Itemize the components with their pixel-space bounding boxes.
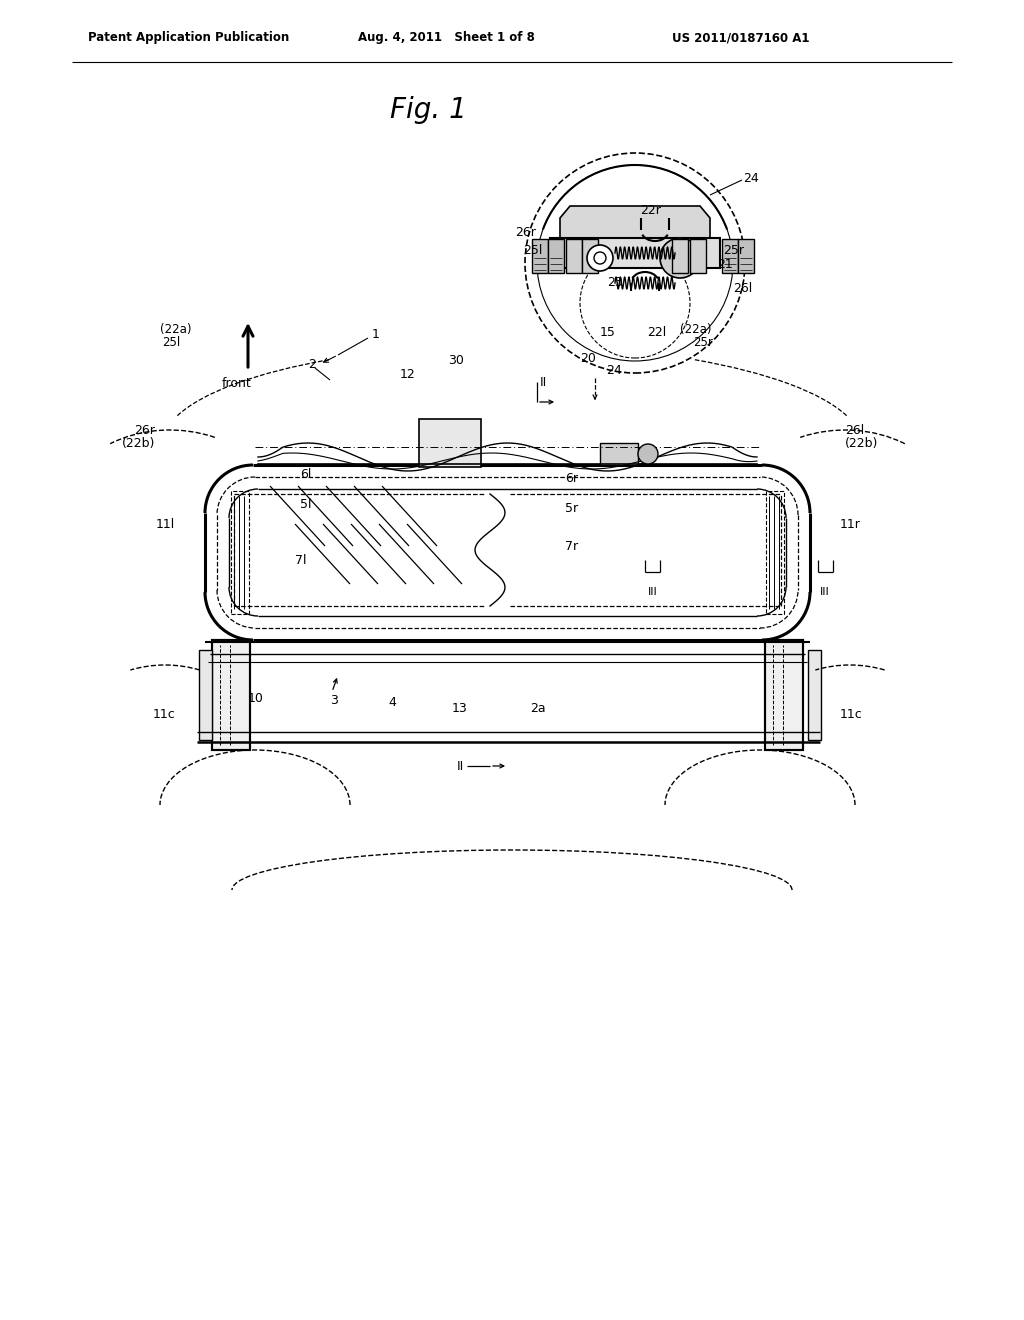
Text: 11c: 11c (153, 709, 175, 722)
Text: 26l: 26l (733, 281, 753, 294)
Bar (765, 640, 803, 750)
Text: 25l: 25l (162, 335, 180, 348)
Text: (22a): (22a) (160, 323, 191, 337)
Text: II: II (540, 375, 547, 388)
Text: US 2011/0187160 A1: US 2011/0187160 A1 (672, 32, 810, 45)
Text: 10: 10 (248, 692, 264, 705)
Bar (766, 491, 784, 614)
Bar (765, 640, 803, 750)
Text: 7l: 7l (295, 553, 306, 566)
Text: Aug. 4, 2011   Sheet 1 of 8: Aug. 4, 2011 Sheet 1 of 8 (358, 32, 535, 45)
Text: 26r: 26r (134, 424, 155, 437)
Text: 12: 12 (400, 368, 416, 381)
Text: 25r: 25r (723, 244, 744, 257)
Text: III: III (820, 587, 829, 597)
Text: 21: 21 (717, 259, 733, 272)
Bar (199, 649, 212, 741)
Text: 1: 1 (372, 329, 380, 342)
Circle shape (587, 246, 613, 271)
Bar (548, 239, 564, 273)
Text: Fig. 1: Fig. 1 (390, 96, 467, 124)
Text: 20: 20 (580, 351, 596, 364)
Text: front: front (222, 378, 252, 389)
Bar (722, 239, 738, 273)
Text: (22b): (22b) (845, 437, 879, 450)
Bar (532, 239, 548, 273)
Text: 23: 23 (607, 276, 623, 289)
Text: 6l: 6l (300, 469, 311, 482)
Text: 26l: 26l (845, 424, 864, 437)
Text: 24: 24 (743, 172, 759, 185)
Text: 22r: 22r (640, 205, 660, 218)
Text: 24: 24 (606, 363, 622, 376)
Text: 30: 30 (449, 354, 464, 367)
Text: III: III (648, 587, 657, 597)
Bar (600, 444, 638, 465)
Text: 2a: 2a (530, 701, 546, 714)
Text: 25r: 25r (693, 335, 713, 348)
Text: 22l: 22l (647, 326, 667, 339)
Text: II: II (457, 759, 464, 772)
Text: 26r: 26r (515, 227, 536, 239)
Text: 6r: 6r (565, 471, 578, 484)
Bar (738, 239, 754, 273)
Bar (419, 418, 481, 467)
Circle shape (638, 444, 658, 465)
Text: (22a): (22a) (680, 323, 712, 337)
Text: 2: 2 (308, 359, 315, 371)
Bar (212, 640, 250, 750)
Bar (808, 649, 821, 741)
Polygon shape (560, 206, 710, 238)
Text: 11c: 11c (840, 709, 863, 722)
Text: 5l: 5l (300, 499, 311, 511)
Bar (566, 239, 582, 273)
Bar (212, 640, 250, 750)
Text: 15: 15 (600, 326, 615, 339)
Text: 4: 4 (388, 696, 396, 709)
Text: 3: 3 (330, 693, 338, 706)
Bar (550, 238, 720, 268)
Text: 7r: 7r (565, 540, 579, 553)
Text: 11r: 11r (840, 519, 861, 532)
Bar (231, 491, 249, 614)
Text: 5r: 5r (565, 502, 579, 515)
Text: Patent Application Publication: Patent Application Publication (88, 32, 289, 45)
Circle shape (660, 238, 700, 279)
Bar (582, 239, 598, 273)
Text: (22b): (22b) (122, 437, 155, 450)
Bar (690, 239, 706, 273)
Text: 13: 13 (452, 701, 468, 714)
Bar (672, 239, 688, 273)
Text: 11l: 11l (156, 519, 175, 532)
Text: 25l: 25l (523, 244, 543, 257)
